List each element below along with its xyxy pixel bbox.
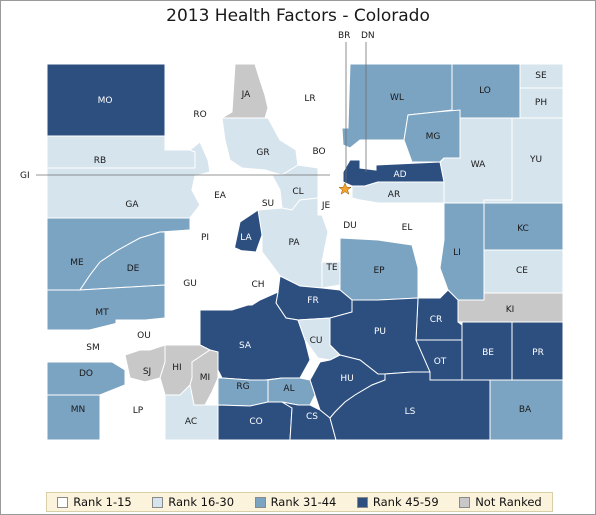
county-label-hu: HU — [340, 374, 353, 384]
legend-swatch — [57, 496, 69, 508]
county-label-lr: LR — [304, 94, 315, 104]
county-label-ja: JA — [241, 90, 251, 100]
county-label-mn: MN — [71, 405, 86, 415]
county-label-pu: PU — [374, 327, 386, 337]
county-label-ki: KI — [506, 305, 515, 315]
county-label-do: DO — [79, 369, 93, 379]
county-label-sj: SJ — [143, 367, 151, 377]
county-label-je: JE — [321, 201, 331, 211]
county-label-mi: MI — [200, 373, 210, 383]
legend-swatch — [356, 496, 368, 508]
county-label-cs: CS — [306, 412, 318, 422]
county-label-du: DU — [343, 221, 357, 231]
county-label-sm: SM — [86, 343, 99, 353]
county-label-rb: RB — [94, 156, 106, 166]
county-label-be: BE — [482, 348, 494, 358]
county-label-mg: MG — [426, 132, 441, 142]
county-label-lp: LP — [133, 406, 144, 416]
legend-swatch — [152, 496, 164, 508]
county-label-ch: CH — [251, 280, 264, 290]
legend: Rank 1-15 Rank 16-30 Rank 31-44 Rank 45-59 N… — [46, 492, 553, 512]
legend-item: Not Ranked — [459, 495, 542, 509]
legend-label: Rank 31-44 — [270, 495, 337, 509]
county-bo[interactable] — [295, 135, 343, 167]
legend-item: Rank 45-59 — [356, 495, 439, 509]
county-label-rg: RG — [236, 382, 249, 392]
county-label-wl: WL — [390, 93, 404, 103]
legend-item: Rank 1-15 — [57, 495, 132, 509]
county-label-ou: OU — [137, 331, 151, 341]
county-label-gu: GU — [183, 279, 197, 289]
county-label-al: AL — [283, 384, 294, 394]
county-label-cr: CR — [430, 315, 443, 325]
county-label-co: CO — [249, 417, 262, 427]
county-label-me: ME — [70, 258, 84, 268]
county-ac[interactable] — [164, 383, 219, 441]
county-label-li: LI — [453, 248, 461, 258]
county-label-mo: MO — [98, 96, 113, 106]
state-capital-star-icon — [338, 182, 352, 195]
county-ba[interactable] — [489, 379, 564, 441]
county-label-ba: BA — [519, 405, 532, 415]
legend-item: Rank 31-44 — [254, 495, 337, 509]
legend-label: Not Ranked — [475, 495, 542, 509]
county-label-su: SU — [262, 199, 274, 209]
county-label-ep: EP — [373, 266, 385, 276]
county-label-mt: MT — [95, 308, 109, 318]
callout-label-dn: DN — [361, 31, 375, 41]
county-label-ad: AD — [393, 170, 406, 180]
county-li[interactable] — [439, 202, 485, 301]
callout-label-br: BR — [338, 31, 350, 41]
legend-swatch — [254, 496, 266, 508]
county-label-te: TE — [325, 263, 337, 273]
county-label-cu: CU — [310, 336, 323, 346]
county-label-de: DE — [127, 264, 140, 274]
county-label-ce: CE — [516, 266, 528, 276]
county-label-ac: AC — [185, 417, 197, 427]
county-label-gr: GR — [256, 148, 269, 158]
county-label-hi: HI — [172, 363, 181, 373]
county-label-ar: AR — [388, 190, 400, 200]
county-label-ls: LS — [405, 407, 416, 417]
county-lp[interactable] — [99, 377, 166, 441]
map-title: 2013 Health Factors - Colorado — [166, 6, 430, 26]
legend-label: Rank 1-15 — [73, 495, 132, 509]
county-label-pi: PI — [201, 233, 209, 243]
county-label-pr: PR — [532, 348, 544, 358]
county-label-pa: PA — [288, 238, 300, 248]
county-label-yu: YU — [529, 155, 542, 165]
county-label-wa: WA — [471, 160, 486, 170]
legend-swatch — [459, 496, 471, 508]
county-label-ea: EA — [214, 191, 227, 201]
county-label-fr: FR — [307, 296, 318, 306]
county-label-el: EL — [402, 223, 413, 233]
county-label-ro: RO — [193, 110, 206, 120]
county-label-la: LA — [240, 233, 252, 243]
county-label-lo: LO — [479, 86, 491, 96]
county-label-cl: CL — [292, 187, 303, 197]
county-label-kc: KC — [517, 224, 529, 234]
county-label-ph: PH — [535, 98, 547, 108]
callout-label-gi: GI — [20, 171, 30, 181]
legend-item: Rank 16-30 — [152, 495, 234, 509]
county-label-sa: SA — [239, 341, 252, 351]
county-label-bo: BO — [312, 147, 325, 157]
legend-label: Rank 45-59 — [372, 495, 439, 509]
legend-label: Rank 16-30 — [168, 495, 235, 509]
county-mi[interactable] — [189, 349, 219, 406]
county-label-ot: OT — [434, 357, 447, 367]
county-mn[interactable] — [46, 394, 101, 441]
county-label-se: SE — [535, 71, 547, 81]
county-label-ga: GA — [125, 200, 139, 210]
county-ls[interactable] — [329, 371, 491, 441]
